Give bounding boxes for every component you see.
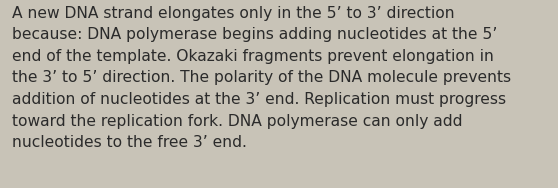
Text: A new DNA strand elongates only in the 5’ to 3’ direction
because: DNA polymeras: A new DNA strand elongates only in the 5… xyxy=(12,6,511,150)
